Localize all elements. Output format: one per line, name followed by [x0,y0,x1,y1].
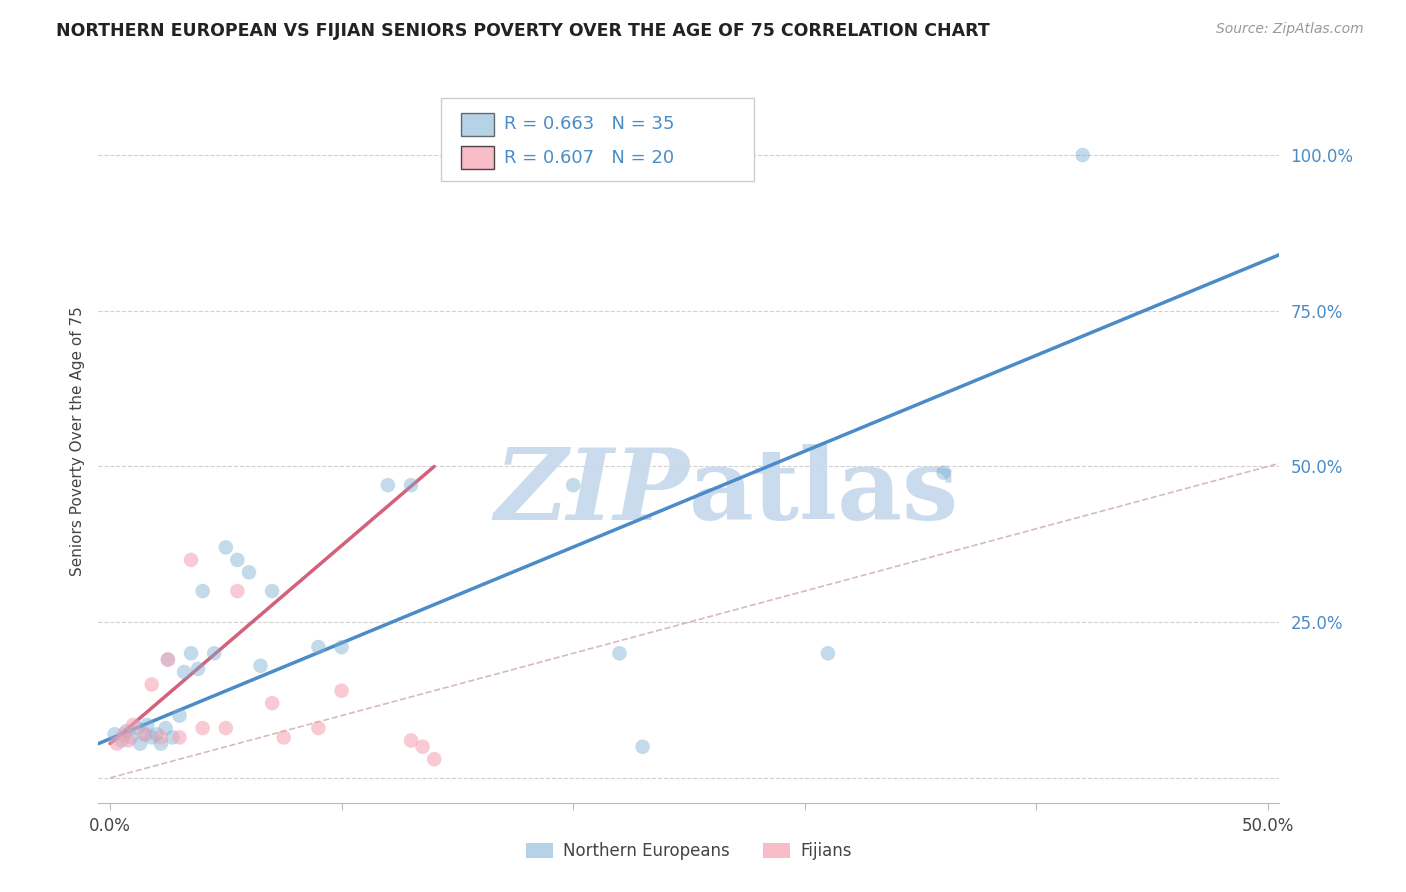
Point [122,718,145,732]
Point [307,640,329,654]
Point [127,721,149,735]
FancyBboxPatch shape [441,98,754,181]
Point [1071,148,1094,162]
Point [932,466,955,480]
Point [226,584,249,599]
Point [104,727,127,741]
Point [191,721,214,735]
Legend: Northern Europeans, Fijians: Northern Europeans, Fijians [520,836,858,867]
Point [817,646,839,660]
Point [249,658,271,673]
Point [631,739,654,754]
Point [273,731,295,745]
Point [112,727,135,741]
Point [141,731,163,745]
Point [423,752,446,766]
Point [129,737,152,751]
Point [307,721,329,735]
Point [180,553,202,567]
Point [145,727,167,741]
Point [262,584,284,599]
Point [187,662,209,676]
Point [136,718,159,732]
Point [169,708,191,723]
Point [173,665,195,679]
Point [262,696,284,710]
Point [162,731,184,745]
Point [180,646,202,660]
Point [156,652,179,666]
Point [105,737,128,751]
Point [169,731,191,745]
Point [134,727,156,741]
Point [377,478,399,492]
Point [141,677,163,691]
Point [609,646,631,660]
Text: NORTHERN EUROPEAN VS FIJIAN SENIORS POVERTY OVER THE AGE OF 75 CORRELATION CHART: NORTHERN EUROPEAN VS FIJIAN SENIORS POVE… [56,22,990,40]
Text: atlas: atlas [689,443,959,541]
Point [155,721,177,735]
Point [156,652,179,666]
Point [226,553,249,567]
Point [191,584,214,599]
Point [562,478,585,492]
Point [110,733,132,747]
Point [117,733,139,747]
Y-axis label: Seniors Poverty Over the Age of 75: Seniors Poverty Over the Age of 75 [69,307,84,576]
Point [120,731,142,745]
Point [238,566,260,580]
Point [399,478,422,492]
Text: ZIP: ZIP [494,444,689,541]
Point [134,727,156,741]
Point [149,731,172,745]
Point [202,646,225,660]
Text: R = 0.607   N = 20: R = 0.607 N = 20 [503,149,673,167]
Point [115,724,138,739]
Point [412,739,434,754]
FancyBboxPatch shape [461,112,494,136]
Point [149,737,172,751]
Point [330,683,353,698]
Point [330,640,353,654]
Point [399,733,422,747]
Point [215,721,238,735]
FancyBboxPatch shape [461,146,494,169]
Point [215,541,238,555]
Text: Source: ZipAtlas.com: Source: ZipAtlas.com [1216,22,1364,37]
Text: R = 0.663   N = 35: R = 0.663 N = 35 [503,115,673,133]
